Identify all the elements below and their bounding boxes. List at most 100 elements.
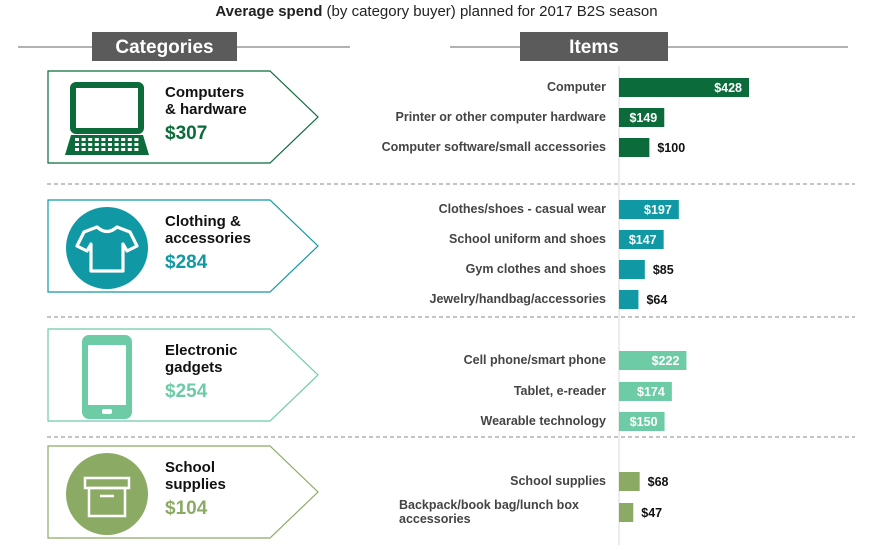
item-label: Tablet, e-reader [514,384,606,398]
item-bar [619,260,645,279]
laptop-key [88,138,93,141]
items-header: Items [569,37,619,58]
item-label: Backpack/book bag/lunch box [399,498,579,512]
item-bar [619,78,749,97]
categories-header-bg [92,32,237,61]
laptop-key [134,143,139,146]
laptop-key [101,148,106,151]
item-label: Gym clothes and shoes [466,262,606,276]
tshirt-shape [75,225,139,273]
category-name: School [165,459,215,476]
category-name: supplies [165,476,226,493]
item-bar [619,472,640,491]
category-total: $284 [165,252,208,273]
item-bar [619,382,672,401]
laptop-icon [65,82,149,155]
item-value-label: $150 [630,415,658,429]
category-name: & hardware [165,101,247,118]
laptop-key [108,148,112,151]
laptop-key [81,138,86,141]
laptop-key [121,138,126,141]
item-value-label: $47 [641,506,662,520]
item-label: Cell phone/smart phone [464,353,606,367]
icon-circle [66,207,148,289]
laptop-screen [70,82,144,134]
laptop-key [121,143,126,146]
laptop-key [134,148,139,151]
item-value-label: $100 [657,141,685,155]
category-group: Clothing &accessories $284 Clothes/shoes -… [47,199,679,309]
laptop-key [101,143,106,146]
item-label: Printer or other computer hardware [396,110,607,124]
item-bar [619,412,665,431]
laptop-key [127,143,132,146]
category-group: Computers& hardware $307 Computer $428 Print… [47,70,749,164]
item-value-label: $85 [653,263,674,277]
item-value-label: $147 [629,233,657,247]
laptop-key [108,138,112,141]
category-name: Clothing & [165,213,241,230]
category-name: gadgets [165,359,223,376]
item-value-label: $197 [644,203,672,217]
category-total: $254 [165,381,208,402]
items-header-bg [520,32,668,61]
laptop-key [81,148,86,151]
laptop-key [75,148,79,151]
laptop-key [81,143,86,146]
category-name: Electronic [165,342,238,359]
phone-button [102,409,112,414]
categories-header: Categories [115,37,213,58]
category-name: Computers [165,84,244,101]
chart-title-bold: Average spend [215,3,323,20]
category-name: accessories [165,230,251,247]
item-bar [619,230,664,249]
laptop-key [101,138,106,141]
item-label: School supplies [510,474,606,488]
item-bar [619,351,687,370]
box-icon [66,453,148,535]
item-value-label: $174 [637,385,665,399]
item-label: Clothes/shoes - casual wear [439,202,607,216]
laptop-key [134,138,139,141]
item-bar [619,503,634,522]
laptop-key [94,138,99,141]
item-value-label: $149 [629,111,657,125]
item-label: accessories [399,512,471,526]
item-bar [619,108,665,127]
laptop-key [127,138,132,141]
laptop-key [94,143,99,146]
item-label: Wearable technology [481,414,607,428]
chart-title-rest: (by category buyer) planned for 2017 B2S… [322,3,658,20]
laptop-key [94,148,99,151]
item-label: Jewelry/handbag/accessories [430,292,607,306]
item-label: Computer [547,80,606,94]
item-bar [619,138,650,157]
box-body [87,486,127,518]
phone-screen [88,345,126,405]
category-total: $307 [165,123,207,144]
item-bar [619,200,679,219]
laptop-key [88,143,93,146]
item-label: School uniform and shoes [449,232,606,246]
item-value-label: $64 [646,293,667,307]
item-value-label: $428 [714,81,742,95]
tshirt-icon [66,207,148,289]
chart-title: Average spend (by category buyer) planne… [0,3,873,20]
laptop-key [121,148,126,151]
laptop-key [75,143,79,146]
laptop-key [88,148,93,151]
laptop-key [127,148,132,151]
item-label: Computer software/small accessories [382,140,606,154]
laptop-key [114,148,119,151]
laptop-key [75,138,79,141]
item-value-label: $222 [652,354,680,368]
item-value-label: $68 [648,475,669,489]
category-total: $104 [165,498,208,519]
laptop-key [114,138,119,141]
laptop-key [108,143,112,146]
item-bar [619,290,639,309]
laptop-key [114,143,119,146]
smartphone-icon [82,335,132,419]
